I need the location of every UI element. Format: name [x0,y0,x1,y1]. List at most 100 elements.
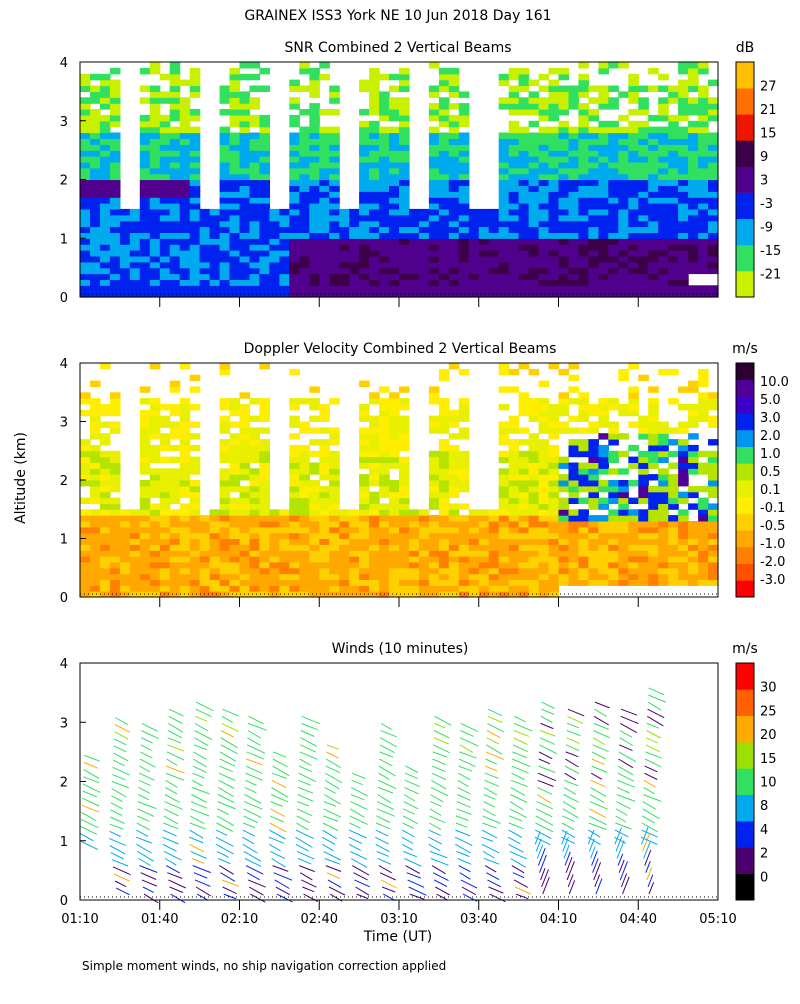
wind-barb [247,730,261,739]
snr-cell [678,126,689,134]
doppler-cell [668,579,679,586]
doppler-cell [159,456,171,463]
snr-cell [448,261,460,269]
snr-cell [598,203,609,210]
doppler-cell [608,544,619,551]
doppler-cell [558,509,570,516]
snr-cell [688,109,699,116]
doppler-cell [438,415,450,422]
snr-cell [448,203,460,210]
doppler-cell [349,538,360,545]
wind-barb [272,865,289,872]
snr-cell [558,150,570,157]
wind-barb [405,765,419,773]
snr-cell [99,238,111,245]
snr-cell [618,126,629,134]
snr-cell [90,161,101,169]
doppler-cell [249,474,261,481]
doppler-cell [199,550,211,557]
wind-barb [401,829,415,838]
wind-barb [328,886,346,896]
doppler-cell [438,368,450,376]
doppler-cell [678,515,689,522]
doppler-cell [638,421,649,428]
wind-barb [194,722,209,732]
doppler-cell [588,538,599,545]
wind-barb [541,701,555,709]
doppler-cell [428,398,440,405]
doppler-cell [149,450,161,458]
snr-cell [209,220,221,228]
snr-cell [90,250,101,257]
snr-cell [109,114,121,122]
snr-cell [588,114,599,122]
snr-cell [379,138,390,145]
snr-cell [169,250,181,257]
snr-cell [189,161,201,169]
snr-cell [448,197,460,204]
doppler-cell [259,509,270,516]
doppler-cell [588,544,599,551]
wind-barb [481,843,500,854]
wind-barb [428,836,443,845]
doppler-cell [109,456,121,463]
snr-cell [628,238,639,245]
snr-cell [229,85,241,92]
snr-cell [369,150,380,157]
snr-cell [638,220,649,228]
snr-cell [438,285,450,292]
colorbar-tick-label: 21 [760,103,777,118]
wind-barb [274,879,290,889]
y-tick-label: 2 [60,776,68,791]
doppler-cell [538,421,550,428]
doppler-cell [528,538,540,545]
doppler-cell [578,439,589,446]
snr-cell [648,132,659,139]
doppler-cell [578,485,589,493]
doppler-cell [159,439,171,446]
snr-cell [369,79,380,87]
snr-cell [428,150,440,157]
snr-cell [508,97,520,104]
snr-cell [149,238,161,245]
snr-cell [199,208,211,216]
snr-cell [80,138,91,145]
doppler-cell [538,538,550,545]
snr-cell [688,161,699,169]
doppler-cell [558,521,570,528]
doppler-cell [99,521,111,528]
doppler-cell [109,474,121,481]
doppler-cell [468,544,480,551]
doppler-cell [508,521,520,528]
snr-cell [448,73,460,81]
snr-cell [369,103,380,110]
colorbar-tick-label: 0.5 [760,465,781,480]
snr-cell [279,232,290,239]
snr-cell [399,197,410,204]
wind-barb [216,850,229,858]
wind-barb [378,865,392,874]
snr-cell [518,138,530,145]
snr-cell [409,291,420,298]
wind-barb [512,758,531,768]
wind-barb [272,772,287,779]
snr-cell [618,132,629,139]
doppler-cell [698,561,709,569]
snr-cell [518,167,530,175]
doppler-cell [179,462,191,469]
snr-cell [229,67,241,75]
doppler-cell [299,521,310,528]
doppler-cell [309,550,320,557]
snr-cell [99,167,111,175]
doppler-cell [698,521,709,528]
snr-cell [518,79,530,87]
snr-cell [379,238,390,245]
snr-cell [668,261,679,269]
doppler-cell [598,480,609,487]
doppler-cell [149,521,161,528]
doppler-cell [548,450,560,458]
snr-cell [239,285,251,292]
snr-cell [658,185,669,192]
doppler-cell [239,415,251,422]
wind-barb [432,751,448,758]
